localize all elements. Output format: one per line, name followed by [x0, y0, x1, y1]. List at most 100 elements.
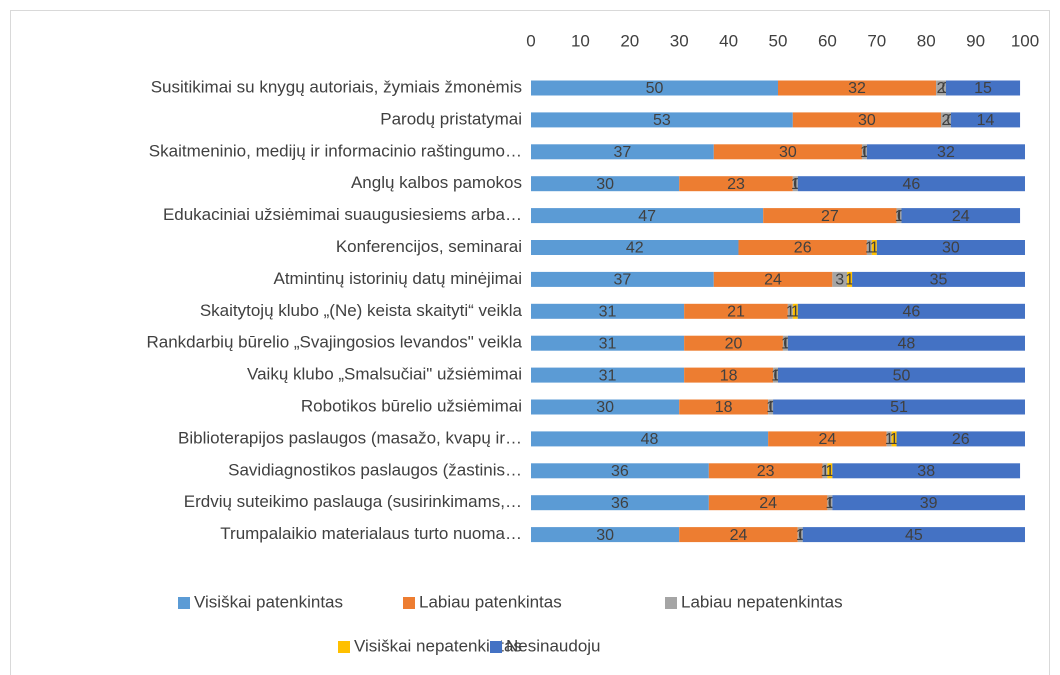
data-label: 47	[638, 208, 656, 225]
data-label: 1	[766, 399, 775, 416]
data-label: 1	[825, 495, 834, 512]
y-tick-label: Biblioterapijos paslaugos (masažo, kvapų…	[178, 428, 522, 447]
bar-segment	[679, 527, 798, 543]
data-label: 37	[613, 144, 631, 161]
data-label: 46	[902, 304, 920, 321]
bar-segment	[684, 367, 774, 383]
bar-segment	[802, 527, 1025, 543]
bar-segment	[531, 367, 685, 383]
data-label: 1	[845, 272, 854, 289]
data-label: 18	[720, 367, 738, 384]
data-label: 1	[890, 431, 899, 448]
y-tick-label: Erdvių suteikimo paslauga (susirinkimams…	[184, 492, 522, 511]
bar-segment	[896, 208, 902, 224]
bar-segment	[797, 527, 803, 543]
y-tick-label: Parodų pristatymai	[380, 109, 522, 128]
bar-segment	[773, 367, 778, 383]
bar-segment	[827, 495, 833, 511]
bar-segment	[531, 399, 680, 415]
chart-frame	[10, 10, 1050, 675]
bar-segment	[787, 335, 1025, 351]
data-label: 1	[860, 144, 869, 161]
bar-segment	[531, 240, 739, 255]
bar-segment	[797, 303, 1025, 319]
data-label: 24	[819, 431, 837, 448]
bar-segment	[896, 431, 1025, 447]
bar-segment	[901, 208, 1021, 224]
data-label: 38	[917, 463, 935, 480]
legend-label: Nesinaudoju	[506, 636, 601, 655]
bar-segment	[866, 240, 872, 255]
y-tick-label: Rankdarbių būrelio „Svajingosios levando…	[146, 333, 522, 352]
bar-segment	[787, 303, 793, 319]
data-label: 1	[825, 463, 834, 480]
x-tick-label: 50	[769, 31, 788, 50]
bar-segment	[778, 367, 1025, 383]
bar-segment	[782, 335, 788, 351]
y-tick-label: Vaikų klubo „Smalsučiai" užsiėmimai	[247, 365, 522, 384]
data-label: 3	[835, 272, 844, 289]
bar-segment	[891, 431, 897, 447]
data-label: 1	[865, 240, 874, 257]
y-tick-label: Atmintinų istorinių datų minėjimai	[274, 269, 523, 288]
data-label: 48	[898, 335, 916, 352]
bar-segment	[531, 271, 714, 287]
bar-segment	[708, 463, 823, 479]
data-label: 1	[820, 463, 829, 480]
y-tick-label: Konferencijos, seminarai	[336, 237, 522, 256]
legend-swatch	[490, 641, 502, 653]
legend-swatch	[338, 641, 350, 653]
bar-segment	[832, 463, 1021, 479]
data-label: 31	[599, 304, 617, 321]
data-label: 1	[786, 304, 795, 321]
bar-segment	[832, 495, 1025, 511]
bar-segment	[778, 80, 937, 96]
y-tick-label: Edukaciniai užsiėmimai suaugusiesiems ar…	[163, 205, 522, 224]
bar-segment	[763, 208, 897, 224]
legend-swatch	[178, 597, 190, 609]
data-label: 18	[715, 399, 733, 416]
bar-segment	[679, 399, 769, 415]
data-label: 36	[611, 495, 629, 512]
data-label: 24	[730, 527, 748, 544]
bar-segment	[708, 495, 828, 511]
bar-segment	[950, 112, 1021, 128]
bar-segment	[531, 176, 680, 192]
x-tick-label: 80	[917, 31, 936, 50]
x-tick-label: 90	[966, 31, 985, 50]
bar-segment	[684, 303, 788, 319]
data-label: 1	[791, 304, 800, 321]
bar-segment	[531, 208, 764, 224]
data-label: 32	[848, 80, 866, 97]
bar-segment	[768, 399, 774, 415]
bar-segment	[531, 335, 685, 351]
data-label: 30	[596, 527, 614, 544]
legend-label: Labiau patenkintas	[419, 592, 562, 611]
data-label: 14	[977, 112, 995, 129]
data-label: 21	[727, 304, 745, 321]
x-tick-label: 10	[571, 31, 590, 50]
bar-segment	[792, 303, 798, 319]
bar-segment	[852, 271, 1025, 287]
bar-segment	[822, 463, 828, 479]
bar-segment	[531, 80, 778, 96]
data-label: 27	[821, 208, 839, 225]
data-label: 31	[599, 335, 617, 352]
data-label: 2	[942, 112, 951, 129]
bar-segment	[827, 463, 833, 479]
data-label: 1	[781, 335, 790, 352]
bar-segment	[797, 176, 1025, 192]
bar-segment	[886, 431, 892, 447]
bar-segment	[941, 112, 951, 128]
x-tick-label: 100	[1011, 31, 1039, 50]
data-label: 20	[725, 335, 743, 352]
bar-segment	[531, 303, 685, 319]
bar-segment	[713, 144, 862, 160]
data-label: 24	[952, 208, 970, 225]
bar-segment	[773, 399, 1025, 415]
data-label: 30	[779, 144, 797, 161]
y-tick-label: Savidiagnostikos paslaugos (žastinis…	[228, 460, 522, 479]
data-label: 50	[646, 80, 664, 97]
data-label: 30	[596, 176, 614, 193]
bar-segment	[738, 240, 867, 255]
